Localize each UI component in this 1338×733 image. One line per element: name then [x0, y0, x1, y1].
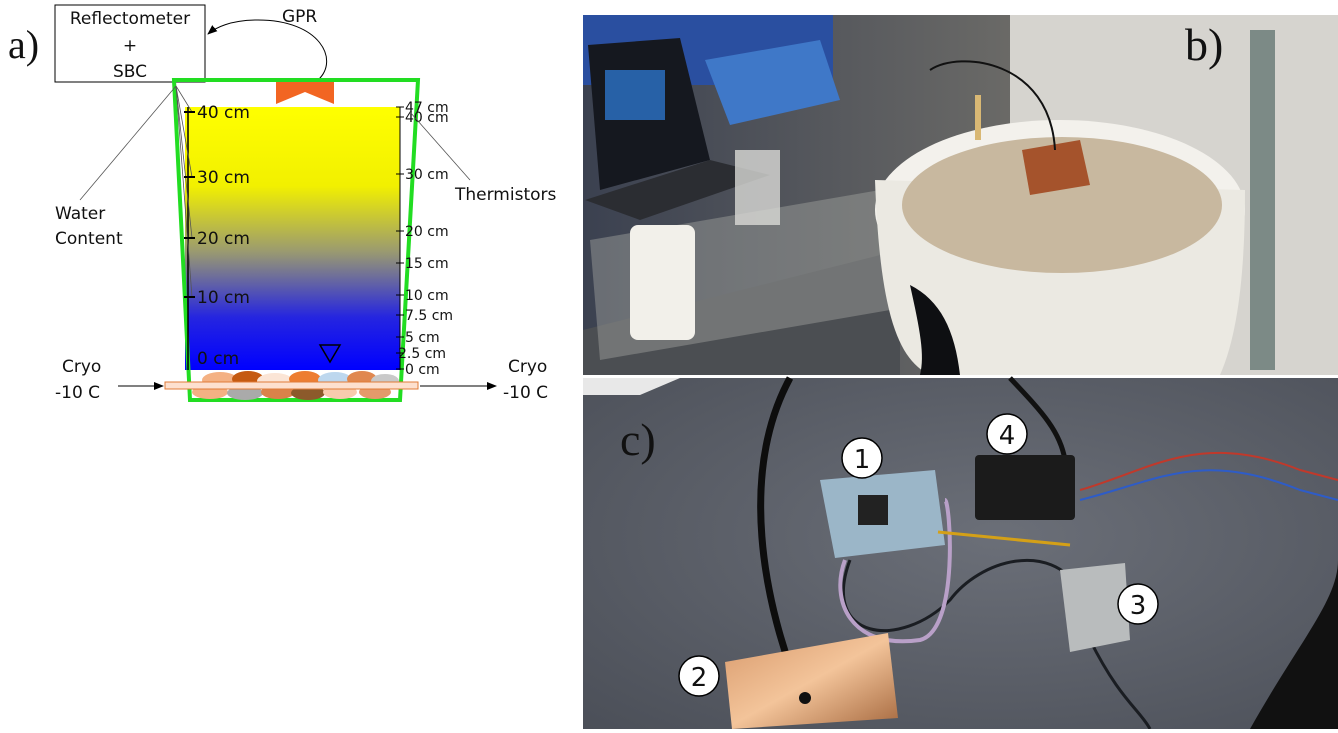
- cryo-label: Cryo: [508, 357, 547, 377]
- figure: a) Reflectometer + SBC GPR Water Content…: [0, 0, 1338, 729]
- thermistor-label: 5 cm: [405, 330, 440, 346]
- right-scale: 47 cm 40 cm 30 cm 20 cm 15 cm 10 cm 7.5 …: [396, 100, 453, 378]
- cryo-label: -10 C: [55, 383, 100, 403]
- box-text: SBC: [113, 62, 147, 82]
- depth-label: 30 cm: [197, 168, 250, 188]
- thermistor-label: 20 cm: [405, 224, 449, 240]
- box-text: Reflectometer: [70, 9, 190, 29]
- thermistors-label: Thermistors: [454, 185, 557, 205]
- thermistor-label: 0 cm: [405, 362, 440, 378]
- panel-label: b): [1185, 19, 1223, 70]
- depth-label: 20 cm: [197, 229, 250, 249]
- panel-a: a) Reflectometer + SBC GPR Water Content…: [8, 5, 557, 403]
- gpr-antenna: [276, 82, 334, 104]
- box-text: +: [123, 36, 137, 56]
- cryo-label: -10 C: [503, 383, 548, 403]
- panel-label: a): [8, 22, 39, 67]
- water-content-label: Content: [55, 229, 123, 249]
- panel-label: c): [620, 414, 656, 465]
- cryo-label: Cryo: [62, 357, 101, 377]
- thermistor-label: 30 cm: [405, 167, 449, 183]
- panel-b: b): [583, 15, 1338, 375]
- cryo-pipe: [165, 382, 418, 389]
- thermistor-label: 15 cm: [405, 256, 449, 272]
- depth-label: 0 cm: [197, 349, 239, 369]
- gpr-cable: [208, 20, 327, 80]
- callout: 4: [999, 421, 1016, 451]
- thermistor-label: 40 cm: [405, 110, 449, 126]
- depth-label: 10 cm: [197, 288, 250, 308]
- depth-label: 40 cm: [197, 103, 250, 123]
- callout: 3: [1130, 591, 1147, 621]
- thermistor-label: 2.5 cm: [398, 346, 446, 362]
- thermistor-label: 10 cm: [405, 288, 449, 304]
- page: {"panels": { "a": {"label": "a)", "box":…: [0, 0, 1338, 729]
- thermistor-label: 7.5 cm: [405, 308, 453, 324]
- panel-c: c) 1 2 3 4: [583, 378, 1338, 729]
- callout: 2: [691, 663, 708, 693]
- water-content-label: Water: [55, 204, 105, 224]
- callout: 1: [854, 445, 871, 475]
